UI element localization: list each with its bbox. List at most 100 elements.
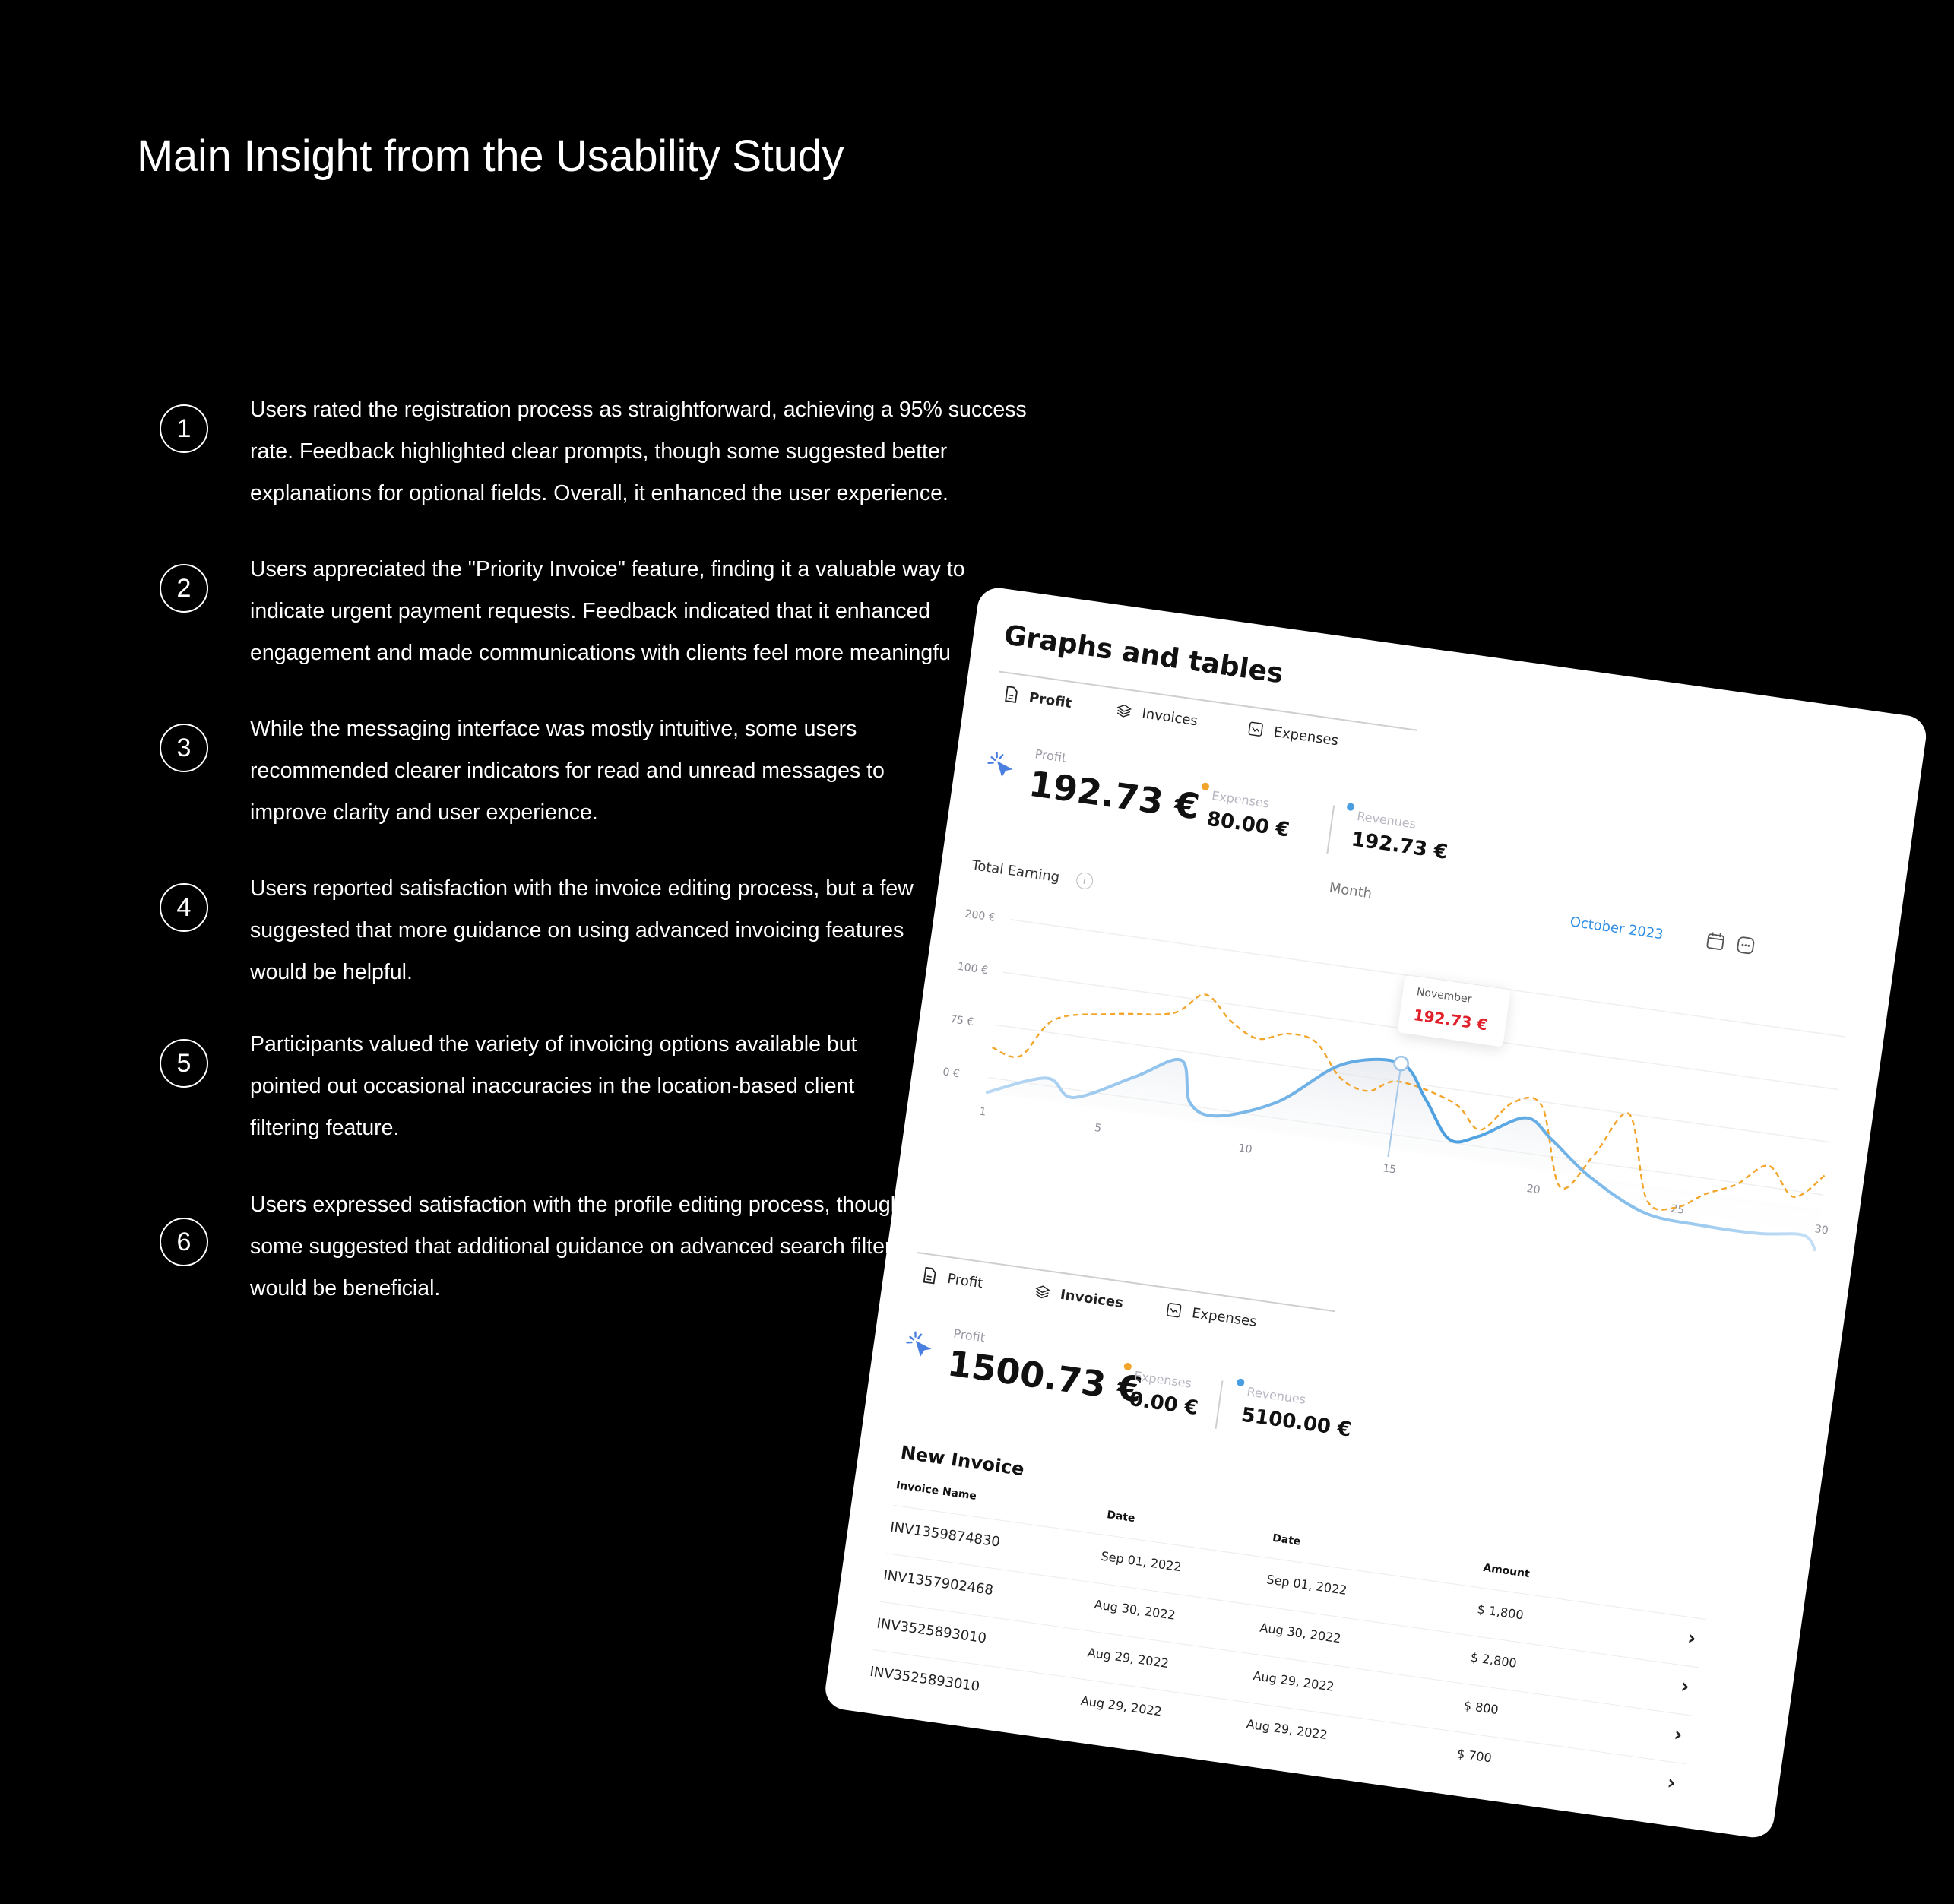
- y-tick-label: 0 €: [942, 1066, 960, 1080]
- insight-item: 3 While the messaging interface was most…: [160, 708, 1087, 868]
- invoice-name: INV1357902468: [882, 1567, 995, 1599]
- invoice-amount: $ 2,800: [1469, 1649, 1518, 1671]
- layers-icon: [1035, 1285, 1050, 1299]
- x-tick-label: 10: [1238, 1142, 1253, 1156]
- invoice-name: INV3525893010: [876, 1615, 988, 1647]
- insight-line: suggested that more guidance on using ad…: [250, 918, 904, 942]
- tab-label: Expenses: [1272, 724, 1340, 749]
- expenses-label: Expenses: [1211, 788, 1271, 811]
- insight-line: filtering feature.: [250, 1116, 400, 1140]
- tab-expenses[interactable]: Expenses: [1165, 1300, 1258, 1329]
- chevron-right-icon[interactable]: ›: [1686, 1627, 1698, 1651]
- revenues-area: [986, 1059, 1822, 1251]
- tab-bar: Profit Invoices Expenses: [993, 670, 1417, 771]
- insight-number-badge: 2: [160, 564, 208, 613]
- column-header-date: Date: [1272, 1532, 1302, 1548]
- y-axis-labels: 200 € 100 € 75 € 0 €: [942, 908, 996, 1080]
- profit-value: 192.73 €: [1026, 762, 1202, 828]
- insight-item: 5 Participants valued the variety of inv…: [160, 1028, 1087, 1187]
- layers-icon: [1116, 704, 1132, 718]
- invoice-name: INV3525893010: [869, 1663, 981, 1695]
- insight-line: would be beneficial.: [250, 1276, 441, 1300]
- tab-label: Profit: [946, 1270, 984, 1291]
- trend-chart-icon: [1248, 721, 1263, 737]
- earning-line-chart: 200 €100 €75 €0 € 151015202530: [942, 908, 1846, 1252]
- kpi-row: Profit 192.73 € Expenses 80.00 € Revenue…: [977, 740, 1449, 894]
- document-icon: [923, 1266, 936, 1285]
- insight-number-badge: 4: [160, 883, 208, 932]
- expenses-value: 0.00 €: [1127, 1387, 1200, 1421]
- insight-line: indicate urgent payment requests. Feedba…: [250, 599, 931, 623]
- insight-text: While the messaging interface was mostly…: [250, 708, 1101, 834]
- tab-bar: Profit Invoices Expenses: [911, 1252, 1335, 1351]
- chevron-right-icon[interactable]: ›: [1679, 1674, 1691, 1699]
- invoice-date: Aug 30, 2022: [1093, 1597, 1177, 1623]
- revenues-label: Revenues: [1246, 1384, 1307, 1407]
- invoice-table: Invoice Name Date Date Amount INV1359874…: [866, 1479, 1709, 1813]
- tab-invoices[interactable]: Invoices: [1115, 702, 1199, 730]
- profit-label: Profit: [952, 1326, 987, 1345]
- tab-label: Profit: [1028, 689, 1073, 711]
- table-title: New Invoice: [899, 1441, 1026, 1481]
- tooltip-marker-line: [1387, 1063, 1402, 1158]
- chevron-right-icon[interactable]: ›: [1672, 1722, 1684, 1747]
- insight-line: Users appreciated the "Priority Invoice"…: [250, 557, 965, 581]
- insight-text: Users expressed satisfaction with the pr…: [250, 1184, 1101, 1310]
- insight-text: Users reported satisfaction with the inv…: [250, 868, 1101, 993]
- tab-profit[interactable]: Profit: [920, 1266, 984, 1291]
- date-selector-link[interactable]: October 2023: [1569, 914, 1664, 943]
- kpi-divider: [1326, 805, 1335, 854]
- insight-text: Users appreciated the "Priority Invoice"…: [250, 549, 1101, 674]
- tab-expenses[interactable]: Expenses: [1247, 720, 1340, 749]
- insight-line: Users reported satisfaction with the inv…: [250, 876, 914, 901]
- tooltip-value: 192.73 €: [1412, 1005, 1489, 1034]
- insight-line: Users expressed satisfaction with the pr…: [250, 1193, 903, 1217]
- insight-line: recommended clearer indicators for read …: [250, 759, 885, 783]
- chevron-right-icon[interactable]: ›: [1665, 1771, 1677, 1795]
- insight-line: While the messaging interface was mostly…: [250, 717, 857, 741]
- cursor-click-icon: [906, 1331, 932, 1357]
- tab-label: Expenses: [1191, 1304, 1258, 1330]
- invoice-amount: $ 800: [1462, 1697, 1500, 1718]
- column-header-invoice-name: Invoice Name: [895, 1479, 977, 1503]
- x-tick-label: 15: [1382, 1162, 1397, 1176]
- insight-item: 4 Users reported satisfaction with the i…: [160, 868, 1087, 1028]
- insights-list: 1 Users rated the registration process a…: [160, 389, 1087, 1347]
- document-icon: [1005, 686, 1018, 703]
- kpi-divider: [1215, 1380, 1224, 1430]
- x-tick-label: 20: [1526, 1183, 1541, 1196]
- tab-profit[interactable]: Profit: [1002, 686, 1073, 711]
- revenues-series-line: [985, 1057, 1817, 1252]
- kpi-row: Profit 1500.73 € Expenses 0.00 € Revenue…: [895, 1319, 1360, 1473]
- insight-line: explanations for optional fields. Overal…: [250, 481, 948, 505]
- expenses-value: 80.00 €: [1205, 807, 1291, 842]
- invoice-date: Aug 29, 2022: [1252, 1668, 1335, 1694]
- insight-item: 6 Users expressed satisfaction with the …: [160, 1187, 1087, 1347]
- insight-line: would be helpful.: [250, 960, 413, 984]
- chart-grid: [987, 918, 1846, 1196]
- invoice-date: Aug 29, 2022: [1079, 1693, 1163, 1719]
- profit-label: Profit: [1034, 746, 1068, 765]
- insight-line: some suggested that additional guidance …: [250, 1234, 903, 1259]
- revenues-value: 5100.00 €: [1240, 1403, 1353, 1442]
- profit-value: 1500.73 €: [945, 1342, 1145, 1411]
- insight-number-badge: 6: [160, 1218, 208, 1266]
- insight-text: Participants valued the variety of invoi…: [250, 1024, 1101, 1149]
- invoice-date: Aug 29, 2022: [1245, 1716, 1329, 1743]
- calendar-icon[interactable]: [1705, 930, 1727, 952]
- tooltip-marker-point[interactable]: [1393, 1055, 1409, 1072]
- invoice-date: Sep 01, 2022: [1100, 1548, 1183, 1575]
- invoice-date: Aug 30, 2022: [1259, 1620, 1342, 1646]
- insight-number-badge: 3: [160, 724, 208, 772]
- insight-item: 2 Users appreciated the "Priority Invoic…: [160, 549, 1087, 708]
- tab-invoices[interactable]: Invoices: [1034, 1282, 1124, 1311]
- revenues-dot: [1236, 1378, 1246, 1387]
- cursor-click-icon: [987, 751, 1013, 778]
- insight-number-badge: 5: [160, 1039, 208, 1088]
- expenses-dot: [1201, 782, 1210, 791]
- tooltip-month: November: [1416, 986, 1473, 1006]
- graphs-and-tables-card: Graphs and tables Profit Invoices Expens…: [822, 585, 1929, 1840]
- more-options-icon[interactable]: [1734, 934, 1756, 956]
- invoice-name: INV1359874830: [888, 1519, 1002, 1551]
- revenues-label: Revenues: [1356, 809, 1417, 832]
